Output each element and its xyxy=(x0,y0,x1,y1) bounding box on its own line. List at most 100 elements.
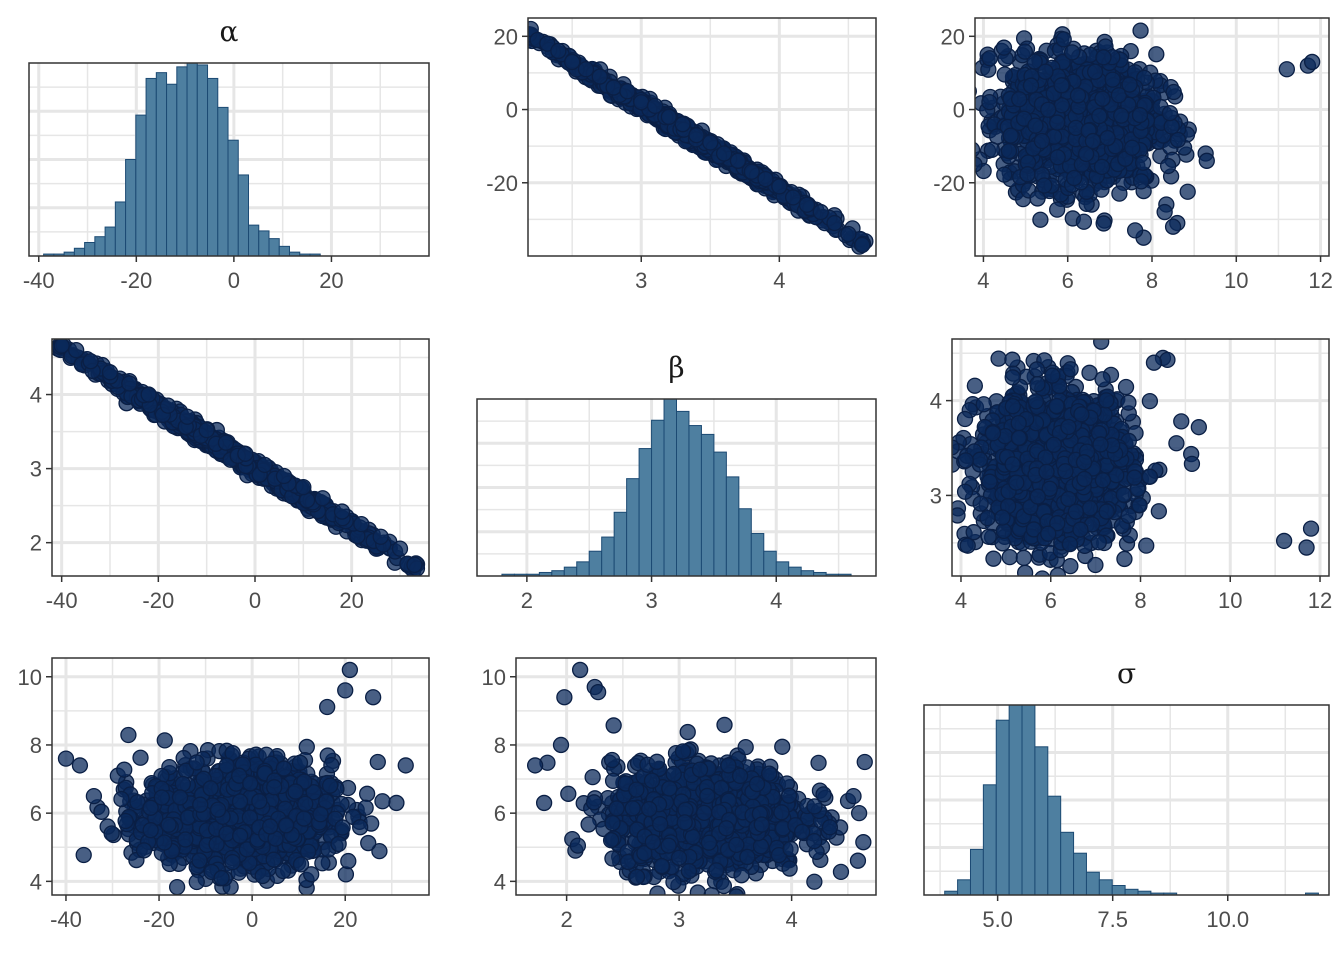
scatter-point xyxy=(1037,63,1054,80)
scatter-point xyxy=(1131,106,1149,124)
point-layer xyxy=(528,20,874,255)
scatter-point xyxy=(1061,535,1079,553)
histogram-bar xyxy=(613,511,628,577)
scatter-point xyxy=(121,375,138,392)
scatter-point xyxy=(995,39,1013,56)
y-tick-label: 4 xyxy=(930,389,942,414)
scatter-point xyxy=(998,0,1013,11)
scatter-point xyxy=(660,108,678,126)
scatter-point xyxy=(1029,488,1046,505)
scatter-point xyxy=(1075,213,1093,230)
x-tick-label: 4 xyxy=(770,588,782,613)
scatter-point xyxy=(1302,520,1320,537)
x-tick-label: 4 xyxy=(955,588,967,613)
x-tick-label: 12 xyxy=(1308,588,1332,613)
scatter-point xyxy=(1033,132,1051,150)
scatter-point xyxy=(1049,201,1066,218)
y-tick-label: 2 xyxy=(30,531,42,556)
histogram-bar xyxy=(626,478,640,577)
scatter-point xyxy=(729,152,747,169)
histogram-bar xyxy=(135,114,147,257)
scatter-point xyxy=(1278,61,1296,78)
histogram-bar xyxy=(166,83,178,257)
scatter-point xyxy=(1104,71,1121,88)
point-layer xyxy=(952,339,1320,576)
scatter-point xyxy=(1010,414,1027,432)
scatter-point xyxy=(975,396,992,413)
scatter-point xyxy=(1040,101,1057,118)
scatter-point xyxy=(1141,468,1159,485)
scatter-point xyxy=(975,156,983,173)
scatter-point xyxy=(1093,339,1110,350)
y-tick-label: 0 xyxy=(506,98,518,123)
x-tick-label: 2 xyxy=(521,588,533,613)
scatter-point xyxy=(372,528,389,545)
scatter-point xyxy=(1099,129,1116,147)
scatter-point xyxy=(798,196,816,213)
scatter-point xyxy=(1076,470,1093,488)
scatter-point xyxy=(591,68,608,85)
histogram-bar xyxy=(688,425,702,577)
scatter-point xyxy=(1000,142,1018,160)
x-tick-label: -20 xyxy=(142,588,174,613)
scatter-point xyxy=(68,341,85,359)
scatter-point xyxy=(1057,463,1074,480)
scatter-point xyxy=(1092,436,1109,453)
scatter-point xyxy=(1168,435,1185,452)
panel-title: α xyxy=(220,15,239,48)
scatter-point xyxy=(53,339,70,354)
scatter-point xyxy=(688,127,705,144)
scatter-point xyxy=(406,556,423,574)
scatter-point xyxy=(1028,361,1046,378)
scatter-point xyxy=(952,507,966,524)
scatter-point xyxy=(1150,503,1168,520)
scatter-point xyxy=(1015,549,1032,567)
scatter-point xyxy=(1124,139,1141,156)
scatter-point xyxy=(996,166,1013,183)
scatter-point xyxy=(1069,87,1087,104)
histogram-bar xyxy=(217,106,229,257)
scatter-point xyxy=(1081,500,1099,517)
histogram-bar xyxy=(258,230,270,257)
scatter-point xyxy=(981,50,998,67)
scatter-point xyxy=(1159,157,1177,175)
scatter-point xyxy=(1038,463,1055,480)
scatter-point xyxy=(159,397,177,414)
scatter-point xyxy=(564,53,581,71)
histogram-bar xyxy=(114,201,127,257)
scatter-point xyxy=(1073,406,1090,423)
scatter-point xyxy=(1098,503,1115,520)
scatter-point xyxy=(957,452,974,469)
scatter-point xyxy=(1116,550,1133,568)
scatter-point xyxy=(972,495,989,512)
histogram-bar xyxy=(84,241,96,257)
scatter-point xyxy=(715,145,733,162)
scatter-point xyxy=(1049,114,1066,131)
scatter-point xyxy=(1072,521,1089,538)
histogram-bar xyxy=(638,448,653,577)
histogram-bar xyxy=(155,72,168,257)
x-tick-label: 6 xyxy=(1062,268,1074,293)
y-tick-label: 3 xyxy=(930,483,942,508)
scatter-point xyxy=(743,163,760,180)
panel-border xyxy=(476,398,877,577)
scatter-point xyxy=(1087,0,1102,10)
scatter-point xyxy=(990,350,1007,367)
scatter-point xyxy=(1115,486,1132,503)
scatter-point xyxy=(1093,158,1111,176)
scatter-point xyxy=(1049,149,1066,166)
scatter-point xyxy=(1066,169,1083,187)
scatter-point xyxy=(275,467,293,485)
scatter-point xyxy=(1081,364,1098,381)
scatter-point xyxy=(1040,525,1057,542)
y-tick-label: 4 xyxy=(30,383,42,408)
scatter-point xyxy=(984,425,1002,442)
scatter-point xyxy=(1062,557,1079,575)
scatter-point xyxy=(577,61,595,78)
x-tick-label: 20 xyxy=(339,588,363,613)
scatter-point xyxy=(812,203,829,221)
scatter-point xyxy=(995,522,1012,540)
scatter-point xyxy=(1134,154,1152,171)
scatter-point xyxy=(1117,378,1135,396)
